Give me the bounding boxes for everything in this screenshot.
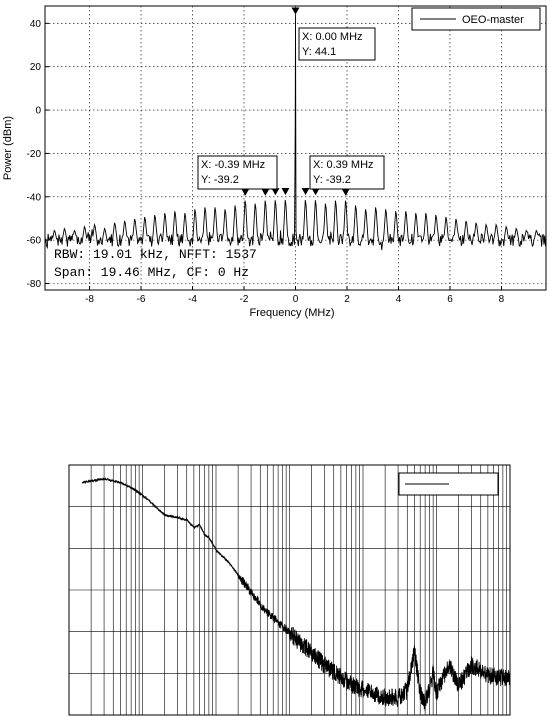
x-tick-label: -8 (85, 294, 94, 305)
carrier-marker (291, 7, 300, 15)
peak-markers (241, 7, 350, 196)
y-tick-label: 20 (30, 62, 42, 73)
x-tick-label: -6 (137, 294, 146, 305)
x-axis-label: Frequency (MHz) (250, 307, 335, 319)
x-tick-label: -2 (240, 294, 249, 305)
datatip-y: Y: 44.1 (302, 46, 336, 58)
y-tick-label: 40 (30, 19, 42, 30)
series-oeo-master (44, 14, 546, 251)
rbw-annotation: RBW: 19.01 kHz, NFFT: 1537 Span: 19.46 M… (54, 247, 257, 280)
datatip-box (197, 155, 278, 190)
peak-marker (271, 188, 280, 196)
x-tick-label: 6 (447, 294, 453, 305)
datatip: X: 0.39 MHz Y: -39.2 (309, 155, 385, 190)
plot-frame (68, 464, 511, 716)
datatip-y: Y: -39.2 (313, 174, 351, 186)
peak-marker (341, 188, 350, 196)
y-tick-label: -60 (27, 236, 42, 247)
peak-marker (281, 188, 290, 196)
x-tick-label: -4 (188, 294, 197, 305)
series-psd (81, 476, 511, 712)
peak-marker (311, 188, 320, 196)
datatip-box (298, 27, 376, 61)
y-tick-label: 0 (35, 106, 41, 117)
psd-trace (81, 476, 511, 712)
y-tick-label: -80 (27, 279, 42, 290)
legend: OEO-master (411, 7, 541, 31)
x-tick-label: 4 (396, 294, 402, 305)
datatip-y: Y: -39.2 (201, 174, 239, 186)
datatip-x: X: -0.39 MHz (201, 159, 265, 171)
psd-chart (68, 464, 511, 716)
y-axis-label: Power (dBm) (2, 116, 14, 180)
datatip: X: 0.00 MHz Y: 44.1 (298, 27, 376, 61)
y-tick-label: -20 (27, 149, 42, 160)
x-tick-label: 8 (499, 294, 505, 305)
peak-marker (301, 188, 310, 196)
datatip: X: -0.39 MHz Y: -39.2 (197, 155, 278, 190)
datatip-box (309, 155, 385, 190)
legend-label: OEO-master (462, 14, 524, 26)
legend-box (411, 7, 541, 31)
y-tick-label: -40 (27, 192, 42, 203)
annotation-line-2: Span: 19.46 MHz, CF: 0 Hz (54, 265, 249, 280)
x-tick-label: 2 (344, 294, 350, 305)
legend (398, 472, 499, 496)
grid-lines (69, 465, 510, 715)
datatip-x: X: 0.00 MHz (302, 31, 363, 43)
peak-marker (261, 188, 270, 196)
peak-marker (241, 188, 250, 196)
annotation-line-1: RBW: 19.01 kHz, NFFT: 1537 (54, 247, 257, 262)
datatip-x: X: 0.39 MHz (313, 159, 374, 171)
spectrum-trace (44, 14, 546, 251)
x-tick-label: 0 (293, 294, 299, 305)
